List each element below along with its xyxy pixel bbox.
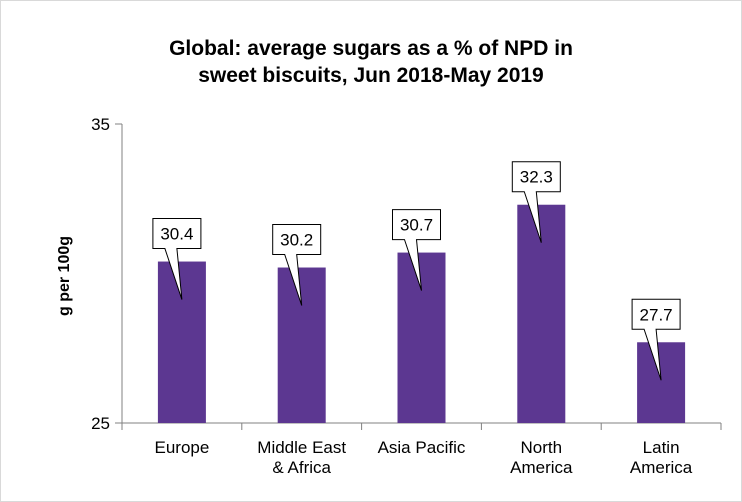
x-tick-label: Asia Pacific [378, 438, 466, 457]
x-tick-label: Europe [154, 438, 209, 457]
x-tick-label: & Africa [272, 458, 331, 477]
data-label-callout [152, 218, 202, 300]
y-tick-label: 25 [91, 414, 110, 433]
x-tick-label: America [630, 458, 693, 477]
data-labels: 30.4 30.2 30.7 32.3 27.7 [152, 161, 681, 381]
bar [637, 342, 686, 423]
x-tick-label: America [510, 458, 573, 477]
chart-title-line: Global: average sugars as a % of NPD in [169, 37, 573, 60]
x-tick-label: Latin [643, 438, 680, 457]
x-tick-label: North [521, 438, 563, 457]
bar [277, 267, 326, 423]
data-label-text: 30.2 [280, 231, 313, 250]
data-label-callout [392, 209, 441, 291]
data-label-callout [631, 298, 681, 381]
y-axis-title: g per 100g [56, 236, 73, 316]
data-label-text: 30.4 [160, 225, 193, 244]
x-axis-labels: Europe Middle East& Africa Asia Pacific Nor… [154, 438, 692, 477]
bars [157, 204, 686, 423]
y-tick-label: 35 [91, 115, 110, 134]
bar [517, 204, 566, 423]
y-axis-title-text: g per 100g [56, 236, 73, 316]
chart-title: Global: average sugars as a % of NPD in s… [169, 37, 573, 87]
data-label-callout [511, 161, 561, 243]
bar [397, 252, 446, 423]
axes: 35 25 [91, 115, 722, 433]
data-label-text: 27.7 [640, 305, 673, 324]
data-label-text: 32.3 [520, 168, 553, 187]
x-tick-label: Middle East [257, 438, 346, 457]
bar [157, 261, 206, 423]
data-label-callout [272, 224, 322, 306]
chart-title-line: sweet biscuits, Jun 2018-May 2019 [198, 64, 544, 87]
data-label-text: 30.7 [400, 216, 433, 235]
